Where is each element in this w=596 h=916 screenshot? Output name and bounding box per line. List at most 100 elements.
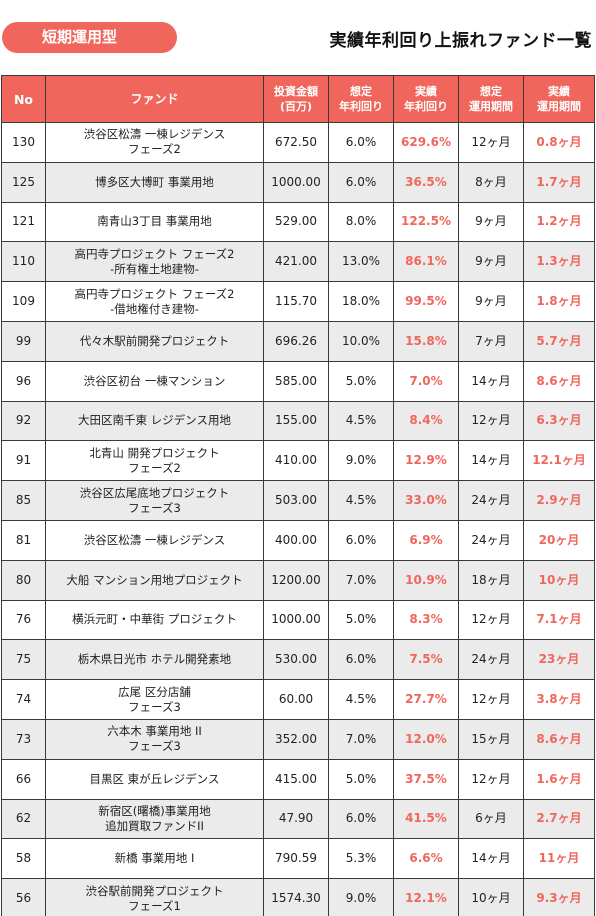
- table-row: 109 高円寺プロジェクト フェーズ2 -借地権付き建物- 115.70 18.0% 99…: [1, 281, 595, 322]
- fund-number: 130: [1, 122, 46, 163]
- investment-amount: 60.00: [263, 679, 329, 720]
- fund-name-line: フェーズ2: [128, 460, 181, 475]
- actual-period: 23ヶ月: [523, 639, 595, 681]
- fund-name: 渋谷区松濤 一棟レジデンス: [45, 519, 264, 561]
- fund-number: 66: [1, 758, 46, 800]
- actual-period: 1.2ヶ月: [523, 201, 595, 243]
- column-header-expected-yield: 想定 年利回り: [328, 75, 394, 123]
- actual-yield: 6.9%: [393, 519, 459, 561]
- actual-yield: 27.7%: [393, 679, 459, 720]
- actual-period: 1.3ヶ月: [523, 241, 595, 283]
- actual-period: 2.7ヶ月: [523, 798, 595, 840]
- fund-name: 目黒区 東が丘レジデンス: [45, 758, 264, 800]
- expected-period: 12ヶ月: [458, 599, 524, 641]
- fund-name: 代々木駅前開発プロジェクト: [45, 320, 264, 362]
- fund-name: 渋谷区初台 一棟マンション: [45, 360, 264, 402]
- expected-period: 24ヶ月: [458, 639, 524, 681]
- table-row: 73 六本木 事業用地 II フェーズ3 352.00 7.0% 12.0% 15ヶ月 8.6…: [1, 718, 595, 760]
- actual-yield: 7.5%: [393, 639, 459, 681]
- fund-name-line: 高円寺プロジェクト フェーズ2: [74, 286, 235, 301]
- fund-name-line: 大船 マンション用地プロジェクト: [66, 572, 243, 587]
- actual-period: 6.3ヶ月: [523, 400, 595, 442]
- fund-number: 92: [1, 400, 46, 442]
- fund-name: 横浜元町・中華街 プロジェクト: [45, 599, 264, 641]
- table-row: 125 博多区大博町 事業用地 1000.00 6.0% 36.5% 8ヶ月 1.7ヶ月: [1, 161, 595, 203]
- page-header: 短期運用型 実績年利回り上振れファンド一覧: [0, 0, 596, 62]
- actual-yield: 6.6%: [393, 838, 459, 880]
- fund-name-line: フェーズ3: [128, 500, 181, 515]
- actual-yield: 122.5%: [393, 201, 459, 243]
- actual-yield: 12.1%: [393, 878, 459, 916]
- investment-amount: 1200.00: [263, 559, 329, 601]
- table-row: 81 渋谷区松濤 一棟レジデンス 400.00 6.0% 6.9% 24ヶ月 20ヶ月: [1, 519, 595, 561]
- expected-yield: 6.0%: [328, 639, 394, 681]
- investment-amount: 1000.00: [263, 599, 329, 641]
- fund-name: 新橋 事業用地 I: [45, 838, 264, 880]
- expected-yield: 8.0%: [328, 201, 394, 243]
- fund-number: 73: [1, 718, 46, 760]
- column-header-expected-period: 想定 運用期間: [458, 75, 524, 123]
- fund-number: 80: [1, 559, 46, 601]
- column-header-actual-period: 実績 運用期間: [523, 75, 595, 123]
- fund-name-line: 大田区南千東 レジデンス用地: [78, 413, 231, 428]
- fund-name-line: 渋谷駅前開発プロジェクト: [85, 883, 224, 898]
- column-header-no: No: [1, 75, 46, 123]
- table-row: 74 広尾 区分店舗 フェーズ3 60.00 4.5% 27.7% 12ヶ月 3.8ヶ月: [1, 679, 595, 720]
- category-badge: 短期運用型: [2, 22, 177, 53]
- fund-number: 81: [1, 519, 46, 561]
- fund-name: 北青山 開発プロジェクト フェーズ2: [45, 440, 264, 482]
- table-row: 121 南青山3丁目 事業用地 529.00 8.0% 122.5% 9ヶ月 1.2ヶ月: [1, 201, 595, 243]
- fund-name: 大船 マンション用地プロジェクト: [45, 559, 264, 601]
- fund-number: 110: [1, 241, 46, 283]
- investment-amount: 529.00: [263, 201, 329, 243]
- expected-period: 15ヶ月: [458, 718, 524, 760]
- column-header-actual-yield: 実績 年利回り: [393, 75, 459, 123]
- fund-name-line: 渋谷区松濤 一棟レジデンス: [83, 532, 226, 547]
- investment-amount: 696.26: [263, 320, 329, 362]
- table-row: 92 大田区南千東 レジデンス用地 155.00 4.5% 8.4% 12ヶ月 6.3ヶ月: [1, 400, 595, 442]
- fund-name-line: 代々木駅前開発プロジェクト: [79, 333, 230, 348]
- investment-amount: 415.00: [263, 758, 329, 800]
- investment-amount: 1574.30: [263, 878, 329, 916]
- fund-name: 六本木 事業用地 II フェーズ3: [45, 718, 264, 760]
- investment-amount: 410.00: [263, 440, 329, 482]
- expected-yield: 7.0%: [328, 559, 394, 601]
- investment-amount: 421.00: [263, 241, 329, 283]
- fund-number: 96: [1, 360, 46, 402]
- fund-table: No ファンド 投資金額 (百万) 想定 年利回り 実績 年利回り 想定 運用期…: [1, 75, 595, 916]
- actual-yield: 12.9%: [393, 440, 459, 482]
- fund-name: 高円寺プロジェクト フェーズ2 -所有権土地建物-: [45, 241, 264, 283]
- actual-yield: 629.6%: [393, 122, 459, 163]
- table-body: 130 渋谷区松濤 一棟レジデンス フェーズ2 672.50 6.0% 629.6% 12ヶ…: [1, 122, 595, 916]
- fund-name-line: 目黒区 東が丘レジデンス: [89, 771, 220, 786]
- table-row: 56 渋谷駅前開発プロジェクト フェーズ1 1574.30 9.0% 12.1% 10ヶ月 9…: [1, 878, 595, 916]
- expected-period: 12ヶ月: [458, 758, 524, 800]
- expected-period: 12ヶ月: [458, 400, 524, 442]
- expected-period: 12ヶ月: [458, 679, 524, 720]
- actual-period: 20ヶ月: [523, 519, 595, 561]
- fund-name: 高円寺プロジェクト フェーズ2 -借地権付き建物-: [45, 281, 264, 322]
- fund-name: 渋谷駅前開発プロジェクト フェーズ1: [45, 878, 264, 916]
- table-row: 99 代々木駅前開発プロジェクト 696.26 10.0% 15.8% 7ヶ月 5.7ヶ月: [1, 320, 595, 362]
- fund-name-line: 高円寺プロジェクト フェーズ2: [74, 246, 235, 261]
- table-row: 66 目黒区 東が丘レジデンス 415.00 5.0% 37.5% 12ヶ月 1.6ヶ月: [1, 758, 595, 800]
- expected-yield: 9.0%: [328, 440, 394, 482]
- actual-period: 8.6ヶ月: [523, 360, 595, 402]
- table-row: 96 渋谷区初台 一棟マンション 585.00 5.0% 7.0% 14ヶ月 8.6ヶ月: [1, 360, 595, 402]
- actual-period: 10ヶ月: [523, 559, 595, 601]
- expected-yield: 5.0%: [328, 758, 394, 800]
- fund-name: 栃木県日光市 ホテル開発素地: [45, 639, 264, 681]
- fund-name: 広尾 区分店舗 フェーズ3: [45, 679, 264, 720]
- table-header-row: No ファンド 投資金額 (百万) 想定 年利回り 実績 年利回り 想定 運用期…: [1, 75, 595, 123]
- expected-period: 7ヶ月: [458, 320, 524, 362]
- expected-period: 24ヶ月: [458, 480, 524, 521]
- expected-yield: 9.0%: [328, 878, 394, 916]
- table-row: 130 渋谷区松濤 一棟レジデンス フェーズ2 672.50 6.0% 629.6% 12ヶ…: [1, 122, 595, 163]
- expected-yield: 7.0%: [328, 718, 394, 760]
- actual-yield: 10.9%: [393, 559, 459, 601]
- fund-number: 56: [1, 878, 46, 916]
- fund-number: 99: [1, 320, 46, 362]
- fund-name-line: 渋谷区松濤 一棟レジデンス: [83, 127, 226, 142]
- fund-name: 博多区大博町 事業用地: [45, 161, 264, 203]
- actual-yield: 8.3%: [393, 599, 459, 641]
